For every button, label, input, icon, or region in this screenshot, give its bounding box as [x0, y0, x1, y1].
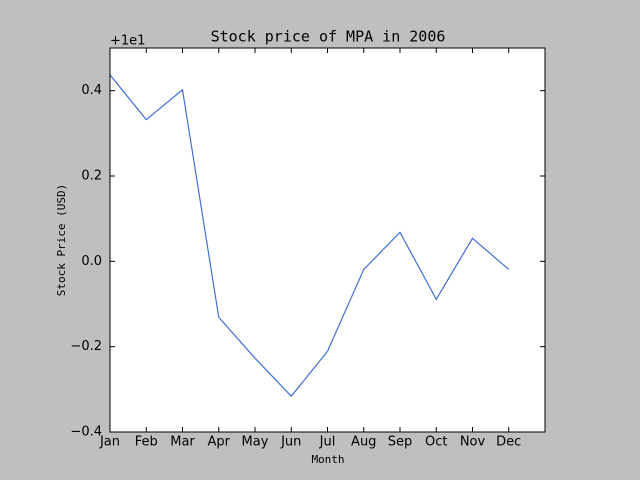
x-tick-label: Mar [170, 435, 195, 450]
y-axis-label: Stock Price (USD) [55, 184, 68, 297]
y-tick-label: −0.4 [70, 425, 102, 440]
y-tick-label: 0.4 [81, 83, 102, 98]
x-tick-label: Oct [425, 435, 447, 450]
x-tick-label: Jan [99, 435, 120, 450]
x-tick-label: Apr [208, 435, 231, 450]
x-tick-label: Dec [496, 435, 521, 450]
x-tick-label: Feb [135, 435, 158, 450]
y-tick-label: 0.2 [81, 169, 102, 184]
y-tick-label: 0.0 [81, 254, 102, 269]
x-axis-label: Month [311, 453, 344, 466]
x-tick-label: Aug [351, 435, 376, 450]
x-tick-label: Nov [460, 435, 486, 450]
y-tick-label: −0.2 [70, 339, 102, 354]
data-line [109, 74, 510, 398]
axes-frame [109, 47, 546, 433]
x-tick-label: May [242, 435, 269, 450]
x-tick-label: Jul [319, 435, 336, 450]
plot-area [110, 48, 545, 432]
y-offset-label: +1e1 [110, 34, 145, 49]
x-tick-label: Sep [388, 435, 413, 450]
x-tick-label: Jun [280, 435, 301, 450]
chart-title: Stock price of MPA in 2006 [211, 28, 446, 46]
